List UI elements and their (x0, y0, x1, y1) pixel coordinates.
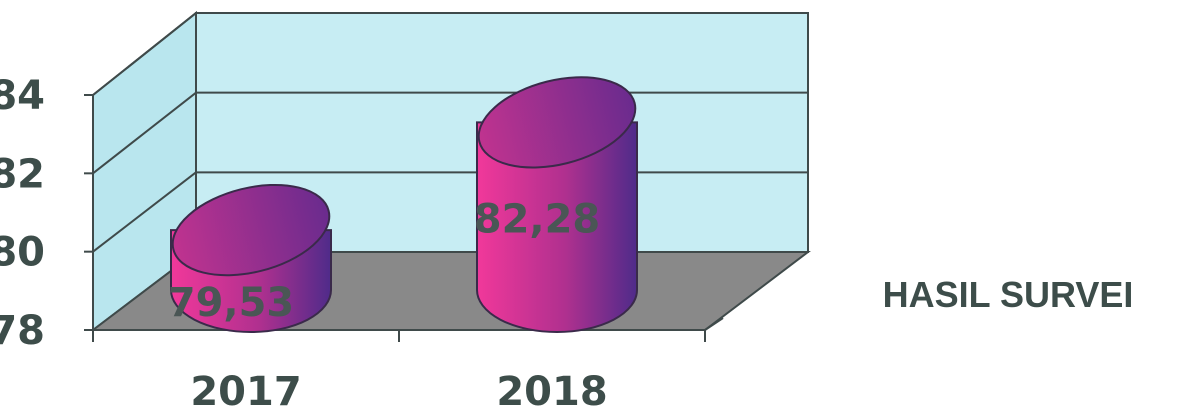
data-label: 82,28 (474, 196, 601, 242)
gridline (92, 12, 197, 96)
legend-label: HASIL SURVEI (883, 274, 1134, 315)
x-tick-label: 2018 (496, 369, 607, 415)
data-label: 79,53 (168, 280, 295, 326)
y-tick-label: 80 (0, 230, 45, 276)
x-axis: 2017 2018 (92, 317, 724, 415)
bars (170, 76, 638, 333)
bar-top (477, 76, 637, 169)
gridline (92, 91, 197, 175)
gridlines (92, 12, 808, 253)
y-tick-label: 82 (0, 151, 45, 197)
y-axis: 78 80 82 84 (0, 73, 94, 354)
x-tick-label: 2017 (190, 369, 301, 415)
data-labels: 79,53 82,28 (168, 196, 601, 326)
bar (170, 183, 332, 333)
y-tick-label: 78 (0, 308, 45, 354)
x-tick (704, 317, 724, 331)
gridline (92, 171, 197, 253)
bar (476, 76, 638, 333)
bar-top (171, 183, 331, 277)
bar-body (476, 121, 638, 333)
y-tick-label: 84 (0, 73, 45, 119)
